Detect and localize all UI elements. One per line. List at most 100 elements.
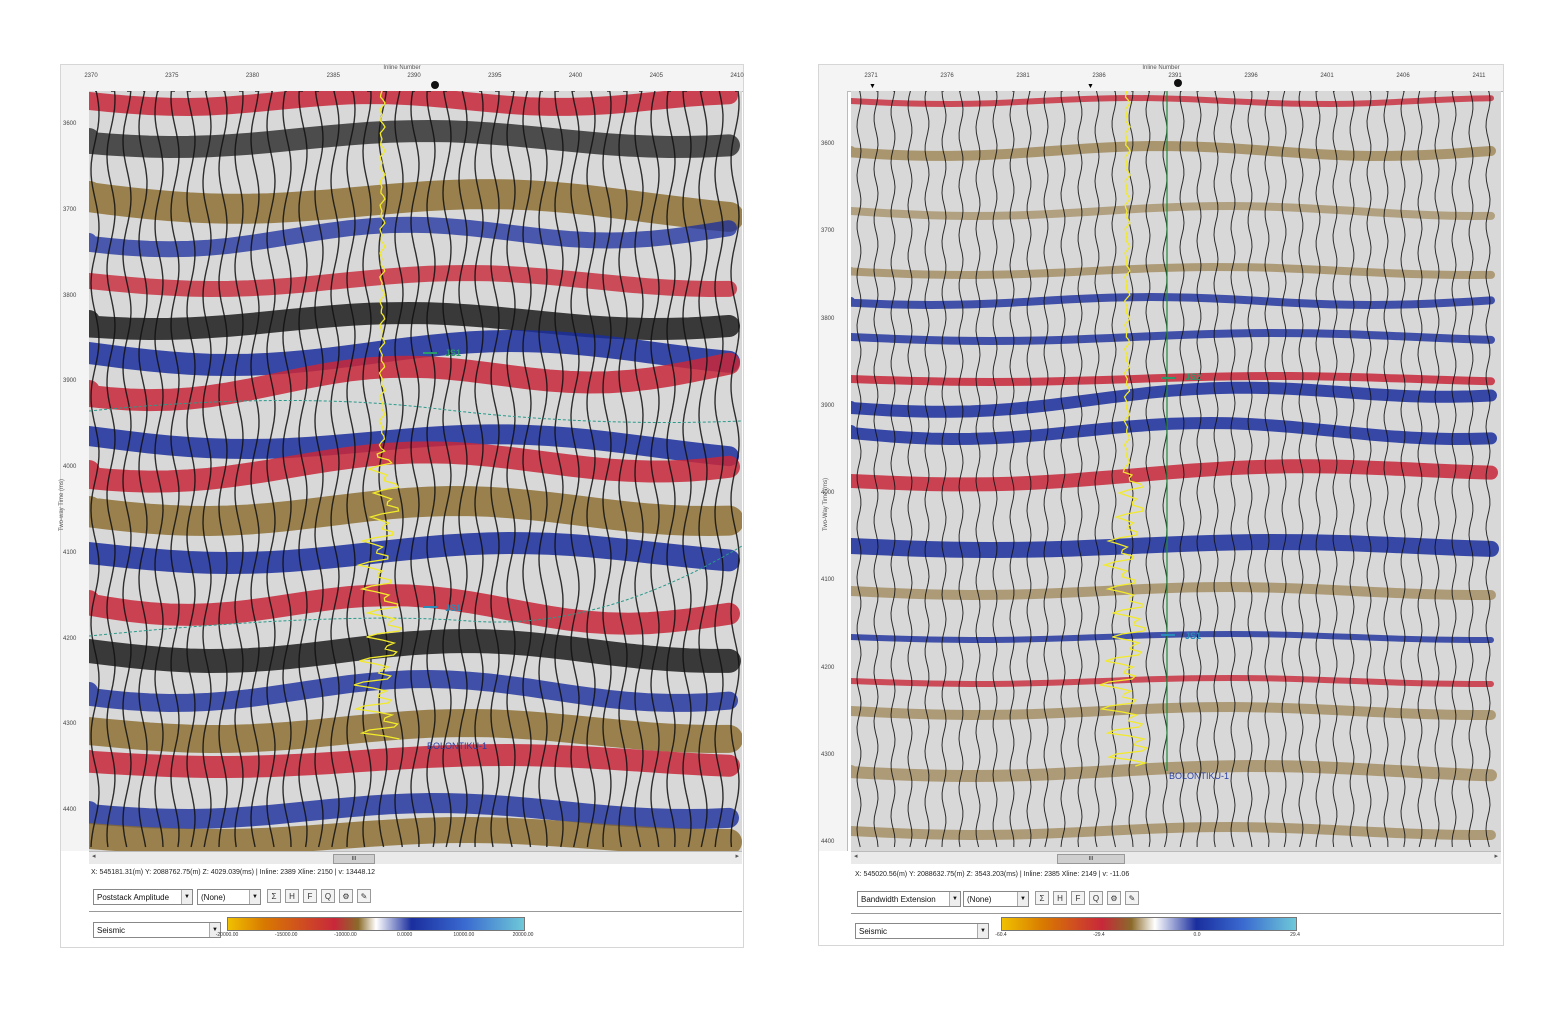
trace bbox=[250, 91, 260, 848]
y-tick-label: 3600 bbox=[63, 121, 77, 127]
trace bbox=[1332, 91, 1338, 848]
y-tick-label: 3800 bbox=[63, 292, 77, 299]
divider bbox=[851, 913, 1501, 914]
trace bbox=[1315, 91, 1321, 848]
seismic-canvas bbox=[89, 91, 742, 851]
colorbar bbox=[227, 917, 525, 931]
trace bbox=[410, 91, 420, 848]
y-tick-label: 3900 bbox=[821, 402, 835, 409]
trace bbox=[1468, 91, 1474, 848]
trace bbox=[1247, 91, 1253, 848]
toolbar: Σ H F Q ⚙ ✎ bbox=[1035, 891, 1155, 907]
y-tick-label: 3700 bbox=[63, 206, 77, 213]
trace bbox=[442, 91, 452, 848]
seismic-section-left[interactable] bbox=[89, 91, 742, 851]
trace bbox=[634, 91, 644, 848]
trace bbox=[730, 91, 740, 848]
trace bbox=[958, 91, 964, 848]
horizontal-scrollbar[interactable]: ◂ III ▸ bbox=[851, 851, 1501, 864]
trace bbox=[666, 91, 676, 848]
reflector-band bbox=[89, 424, 739, 467]
x-tick-label: 2375 bbox=[165, 73, 179, 79]
scroll-left-icon[interactable]: ◂ bbox=[92, 853, 96, 860]
horizon-line bbox=[89, 545, 742, 637]
chevron-down-icon: ▼ bbox=[249, 890, 260, 904]
scroll-right-icon[interactable]: ▸ bbox=[735, 853, 739, 860]
reflector-band bbox=[89, 708, 742, 754]
reflector-band bbox=[851, 759, 1497, 783]
reflector-band bbox=[851, 328, 1495, 346]
sigma-icon[interactable]: Σ bbox=[267, 889, 281, 903]
attribute-select[interactable]: Bandwidth Extension ▼ bbox=[857, 891, 961, 907]
seismic-canvas bbox=[851, 91, 1501, 851]
gear-icon[interactable]: ⚙ bbox=[1107, 891, 1121, 905]
trace bbox=[1366, 91, 1372, 848]
trace bbox=[170, 91, 180, 848]
colormap-select[interactable]: Seismic ▼ bbox=[93, 922, 221, 938]
reflector-band bbox=[89, 743, 740, 778]
attribute-select[interactable]: Poststack Amplitude ▼ bbox=[93, 889, 193, 905]
scroll-thumb[interactable]: III bbox=[333, 854, 375, 864]
trace bbox=[992, 91, 998, 848]
trace bbox=[1451, 91, 1457, 848]
trace bbox=[186, 91, 196, 848]
y-axis-label: Two-Way Time (ms) bbox=[823, 477, 829, 531]
secondary-select[interactable]: (None) ▼ bbox=[197, 889, 261, 905]
colormap-select[interactable]: Seismic ▼ bbox=[855, 923, 989, 939]
y-tick-label: 4400 bbox=[821, 839, 835, 845]
well-location-marker bbox=[431, 81, 439, 89]
trace bbox=[506, 91, 516, 848]
scroll-thumb[interactable]: III bbox=[1057, 854, 1125, 864]
h-filter-icon[interactable]: H bbox=[285, 889, 299, 903]
seismic-section-right[interactable] bbox=[851, 91, 1501, 851]
f-filter-icon[interactable]: F bbox=[303, 889, 317, 903]
trace bbox=[1162, 91, 1168, 848]
y-tick-label: 4300 bbox=[63, 721, 77, 728]
toolbar: Σ H F Q ⚙ ✎ bbox=[267, 889, 387, 905]
colorbar-label: -15000.00 bbox=[274, 932, 298, 938]
q-icon[interactable]: Q bbox=[1089, 891, 1103, 905]
wrench-icon[interactable]: ✎ bbox=[1125, 891, 1139, 905]
trace bbox=[1179, 91, 1185, 848]
reflector-band bbox=[851, 674, 1494, 687]
reflector-band bbox=[851, 140, 1496, 162]
trace bbox=[138, 91, 148, 848]
h-filter-icon[interactable]: H bbox=[1053, 891, 1067, 905]
y-tick-label: 3600 bbox=[821, 141, 835, 147]
gear-icon[interactable]: ⚙ bbox=[339, 889, 353, 903]
reflector-band bbox=[89, 816, 742, 851]
secondary-select[interactable]: (None) ▼ bbox=[963, 891, 1029, 907]
x-tick-label: 2380 bbox=[245, 73, 260, 79]
reflector-band bbox=[89, 441, 740, 493]
colorbar-label: 0.0000 bbox=[396, 932, 413, 938]
f-filter-icon[interactable]: F bbox=[1071, 891, 1085, 905]
chevron-down-icon: ▼ bbox=[209, 923, 220, 937]
x-tick-label: 2406 bbox=[1396, 73, 1410, 79]
trace bbox=[602, 91, 612, 848]
trace bbox=[1400, 91, 1406, 848]
well-location-marker bbox=[1174, 79, 1182, 87]
x-tick-label: 2400 bbox=[568, 73, 583, 79]
trace bbox=[714, 91, 724, 848]
top-axis: Inline Number 2370 2375 2380 2385 2390 2395 24… bbox=[61, 65, 744, 92]
wrench-icon[interactable]: ✎ bbox=[357, 889, 371, 903]
scroll-right-icon[interactable]: ▸ bbox=[1494, 853, 1498, 860]
sigma-icon[interactable]: Σ bbox=[1035, 891, 1049, 905]
y-tick-label: 4400 bbox=[63, 807, 77, 813]
colorbar bbox=[1001, 917, 1297, 931]
q-icon[interactable]: Q bbox=[321, 889, 335, 903]
divider bbox=[89, 911, 742, 912]
reflector-band bbox=[89, 485, 742, 537]
horizontal-scrollbar[interactable]: ◂ III ▸ bbox=[89, 851, 742, 864]
x-tick-label: 2396 bbox=[1244, 73, 1258, 79]
left-axis: 3600 3700 3800 3900 4000 4100 4200 4300 4400 Two… bbox=[819, 91, 848, 851]
trace bbox=[682, 91, 692, 848]
x-tick-label: 2371 bbox=[864, 73, 878, 79]
horizon-label-top: JS1 bbox=[445, 348, 462, 358]
x-tick-label: 2390 bbox=[407, 73, 421, 79]
trace bbox=[890, 91, 896, 848]
scroll-left-icon[interactable]: ◂ bbox=[854, 853, 858, 860]
y-tick-label: 4000 bbox=[821, 490, 835, 496]
reflector-band bbox=[851, 381, 1497, 418]
trace bbox=[106, 91, 116, 848]
